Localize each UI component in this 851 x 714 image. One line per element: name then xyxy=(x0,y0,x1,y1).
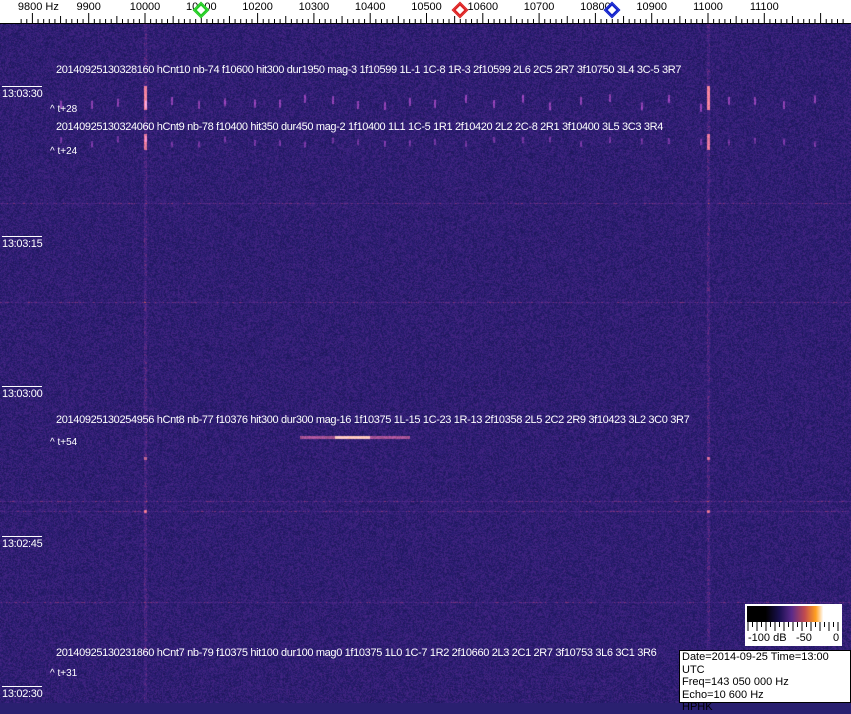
frequency-tick-label: 10400 xyxy=(354,1,386,13)
time-label: 13:02:45 xyxy=(2,536,43,550)
detection-offset: ^ t+54 xyxy=(50,437,78,448)
frequency-tick-label: 10600 xyxy=(467,1,499,13)
axis-ticks xyxy=(0,13,851,24)
time-label: 13:03:00 xyxy=(2,386,43,400)
time-label: 13:02:30 xyxy=(2,686,43,700)
info-date: Date=2014-09-25 Time=13:00 UTC xyxy=(682,651,829,676)
info-echo: Echo=10 600 Hz xyxy=(682,688,764,701)
frequency-tick-label: 10300 xyxy=(298,1,330,13)
colorbar-label-mid: -50 xyxy=(796,632,812,644)
frequency-tick-label: 9900 xyxy=(76,1,101,13)
detection-offset: ^ t+31 xyxy=(50,668,78,679)
detection-label: 20140925130231860 hCnt7 nb-79 f10375 hit… xyxy=(56,647,657,659)
frequency-tick-label: 11100 xyxy=(749,1,779,13)
colorbar-gradient xyxy=(747,606,840,622)
frequency-tick-label: 10700 xyxy=(523,1,555,13)
frequency-tick-label: 11000 xyxy=(693,1,723,13)
colorbar-legend: -100 dB -50 0 xyxy=(745,604,842,646)
frequency-tick-label: 9800 Hz xyxy=(17,1,59,13)
frequency-tick-label: 10500 xyxy=(411,1,442,13)
frequency-tick-label: 10000 xyxy=(129,1,161,13)
detection-label: 20140925130254956 hCnt8 nb-77 f10376 hit… xyxy=(56,414,690,426)
frequency-tick-label: 10800 xyxy=(580,1,611,13)
detection-label: 20140925130324060 hCnt9 nb-78 f10400 hit… xyxy=(56,121,663,133)
info-box: Date=2014-09-25 Time=13:00 UTC Freq=143 … xyxy=(679,650,851,713)
frequency-tick-label: 10200 xyxy=(242,1,273,13)
colorbar-ticks xyxy=(747,622,839,631)
waterfall-spectrogram xyxy=(0,24,851,703)
time-label: 13:03:15 xyxy=(2,236,43,250)
detection-label: 20140925130328160 hCnt10 nb-74 f10600 hi… xyxy=(56,64,682,76)
detection-offset: ^ t+28 xyxy=(50,104,78,115)
colorbar-label-min: -100 dB xyxy=(748,632,787,644)
info-freq: Freq=143 050 000 Hz xyxy=(682,676,789,688)
detection-offset: ^ t+24 xyxy=(50,146,78,157)
frequency-axis: 9800 Hz990010000101001020010300104001050… xyxy=(0,0,851,24)
frequency-tick-label: 10900 xyxy=(636,1,667,13)
colorbar-label-max: 0 xyxy=(833,632,840,644)
time-label: 13:03:30 xyxy=(2,86,43,100)
